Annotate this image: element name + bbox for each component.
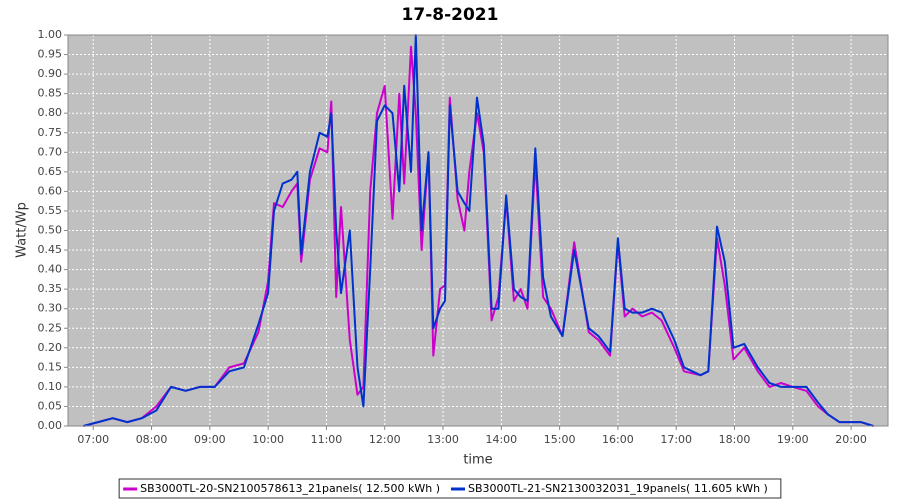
x-tick-label: 13:00: [427, 433, 459, 446]
legend-box: [118, 478, 782, 499]
x-tick-label: 15:00: [544, 433, 576, 446]
y-tick-label: 0.15: [38, 360, 63, 373]
y-tick-label: 0.50: [38, 224, 63, 237]
x-tick-label: 11:00: [311, 433, 343, 446]
y-tick-label: 0.05: [38, 399, 63, 412]
y-tick-label: 0.75: [38, 126, 63, 139]
y-tick-label: 0.65: [38, 165, 63, 178]
y-axis-label: Watt/Wp: [15, 202, 30, 258]
y-tick-label: 0.25: [38, 321, 63, 334]
y-tick-label: 0.35: [38, 282, 63, 295]
y-tick-label: 0.45: [38, 243, 63, 256]
x-tick-label: 17:00: [660, 433, 692, 446]
x-tick-label: 07:00: [77, 433, 109, 446]
y-tick-label: 0.30: [38, 302, 63, 315]
x-tick-label: 12:00: [369, 433, 401, 446]
legend-label: SB3000TL-21-SN2130032031_19panels( 11.60…: [468, 482, 768, 495]
legend-label: SB3000TL-20-SN2100578613_21panels( 12.50…: [140, 482, 440, 495]
y-tick-label: 0.85: [38, 87, 63, 100]
y-tick-label: 0.60: [38, 184, 63, 197]
y-tick-label: 1.00: [38, 28, 63, 41]
x-tick-label: 09:00: [194, 433, 226, 446]
y-tick-label: 0.40: [38, 263, 63, 276]
x-tick-label: 10:00: [252, 433, 284, 446]
y-tick-label: 0.90: [38, 67, 63, 80]
x-tick-label: 19:00: [777, 433, 809, 446]
series-line: [83, 34, 874, 427]
x-tick-label: 14:00: [485, 433, 517, 446]
x-tick-label: 16:00: [602, 433, 634, 446]
y-tick-label: 0.95: [38, 48, 63, 61]
chart-title: 17-8-2021: [402, 5, 499, 25]
x-tick-label: 18:00: [719, 433, 751, 446]
y-tick-label: 0.10: [38, 380, 63, 393]
x-tick-label: 20:00: [835, 433, 867, 446]
y-tick-label: 0.80: [38, 106, 63, 119]
plot-border: [67, 34, 889, 427]
y-tick-label: 0.00: [38, 419, 63, 432]
x-tick-label: 08:00: [136, 433, 168, 446]
y-tick-label: 0.55: [38, 204, 63, 217]
y-tick-label: 0.70: [38, 145, 63, 158]
y-tick-label: 0.20: [38, 341, 63, 354]
x-axis-label: time: [463, 453, 492, 468]
